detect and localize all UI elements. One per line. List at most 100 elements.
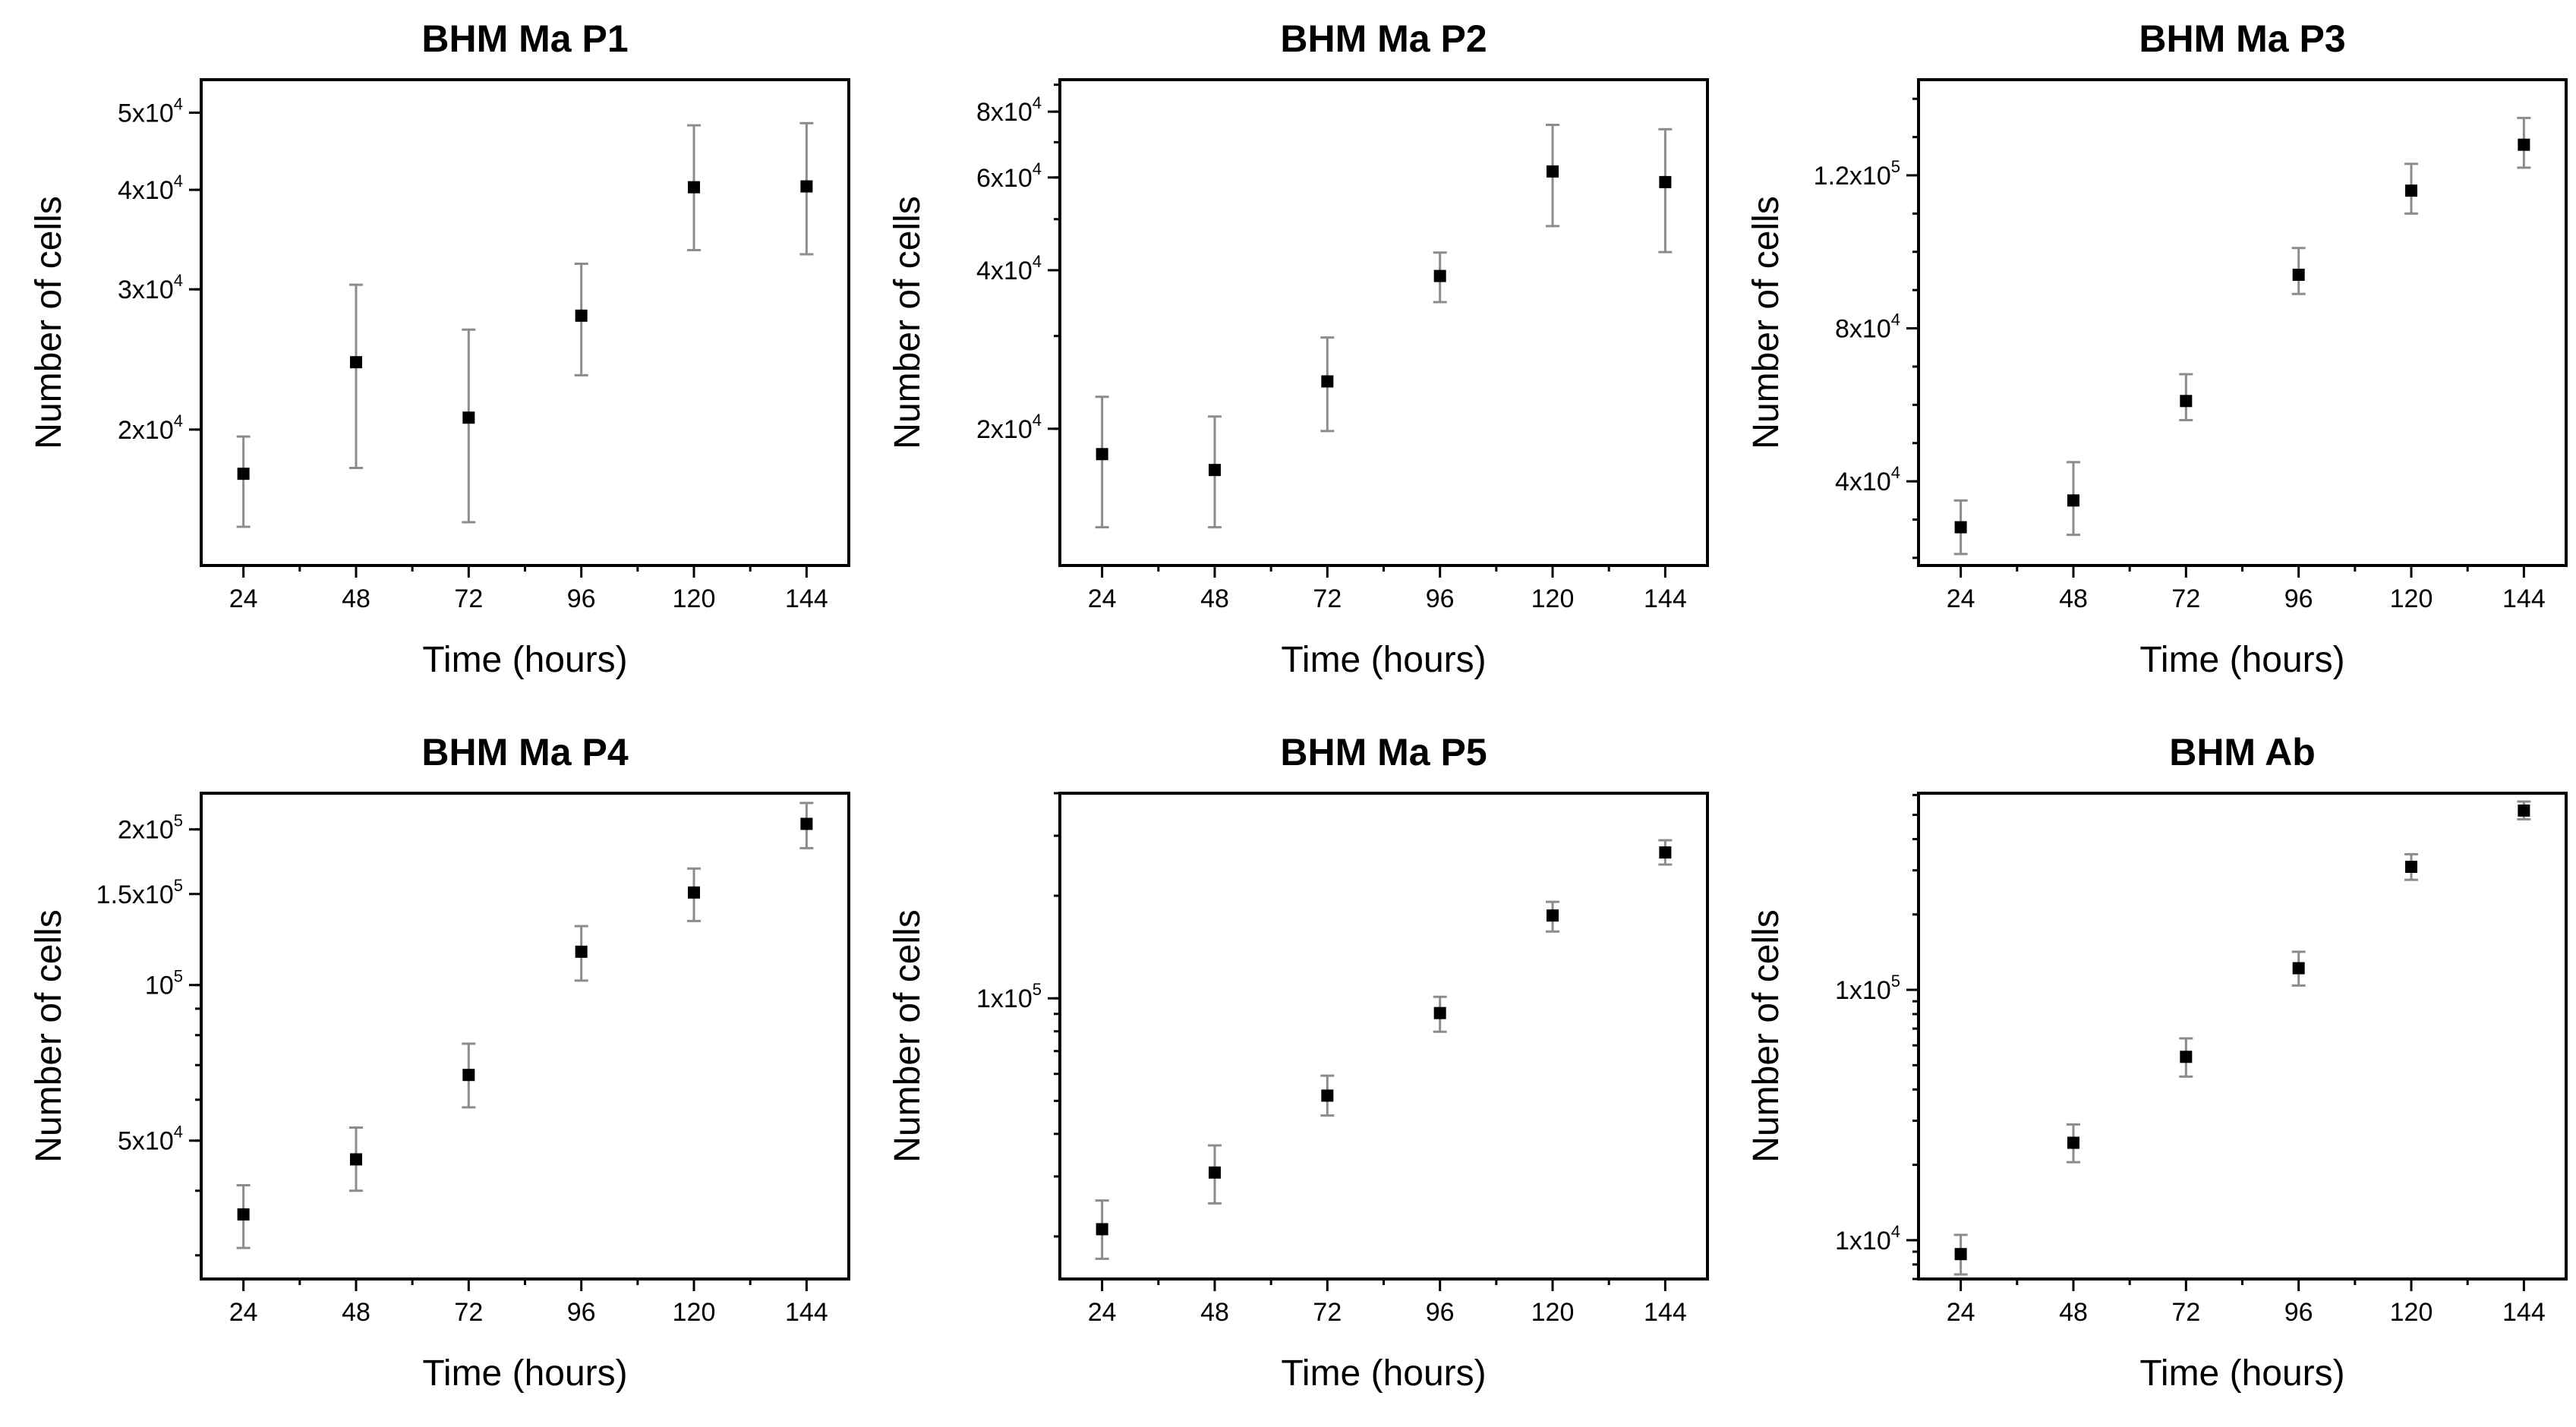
chart-panel-bhm-ab: BHM Ab 24 48 72 96 120 144 1x104 1x105 Time (hour… — [1717, 714, 2576, 1427]
x-axis-label: Time (hours) — [1281, 1353, 1486, 1394]
data-point — [688, 181, 701, 194]
y-tick-label: 3x104 — [118, 271, 183, 304]
chart-svg: BHM Ab 24 48 72 96 120 144 1x104 1x105 Time (hour… — [1746, 731, 2568, 1394]
chart-title: BHM Ma P3 — [2139, 17, 2345, 60]
x-tick-label: 96 — [1426, 584, 1455, 613]
y-tick-label: 1x104 — [1835, 1222, 1900, 1255]
y-tick-label: 6x104 — [976, 159, 1042, 193]
chart-title: BHM Ma P4 — [421, 731, 628, 773]
x-tick-label: 144 — [2502, 1298, 2546, 1327]
x-tick-label: 48 — [342, 1298, 370, 1327]
plot-frame — [200, 792, 850, 1281]
x-tick-label: 24 — [1947, 1298, 1975, 1327]
plot-frame — [1058, 792, 1709, 1281]
data-point — [1321, 375, 1334, 388]
data-point — [1954, 521, 1967, 534]
data-point — [1208, 464, 1221, 477]
x-axis-label: Time (hours) — [2139, 640, 2344, 680]
x-axis-label: Time (hours) — [1281, 640, 1486, 680]
data-point — [237, 468, 250, 480]
x-tick-label: 48 — [2059, 584, 2088, 613]
y-tick-label: 1.5x105 — [96, 876, 183, 909]
y-tick-label: 5x104 — [118, 1123, 183, 1156]
data-point — [1321, 1089, 1334, 1102]
data-point — [2405, 184, 2418, 197]
data-point — [349, 356, 362, 369]
y-axis-label: Number of cells — [1746, 909, 1786, 1162]
chart-svg: BHM Ma P2 24 48 72 96 120 144 2x104 4x104 6x104 8x… — [888, 17, 1709, 680]
x-tick-label: 48 — [342, 584, 370, 613]
x-tick-label: 24 — [1088, 584, 1117, 613]
x-tick-label: 144 — [1644, 1298, 1687, 1327]
x-tick-label: 48 — [1200, 1298, 1229, 1327]
x-axis-label: Time (hours) — [422, 1353, 627, 1394]
data-point — [1096, 1223, 1108, 1236]
x-tick-label: 144 — [785, 584, 828, 613]
chart-svg: BHM Ma P1 24 48 72 96 120 144 2x104 3x104 4x104 5x… — [29, 17, 850, 680]
data-point — [2405, 860, 2418, 873]
data-point — [2292, 269, 2305, 282]
chart-panel-bhm-ma-p4: BHM Ma P4 24 48 72 96 120 144 5x104 105 1.5x105 2x… — [0, 714, 859, 1427]
y-axis-label: Number of cells — [888, 909, 928, 1162]
y-tick-label: 1x105 — [1835, 972, 1900, 1005]
x-tick-label: 72 — [454, 584, 483, 613]
x-axis-label: Time (hours) — [2139, 1353, 2344, 1394]
x-tick-label: 144 — [2502, 584, 2546, 613]
x-tick-label: 96 — [2284, 584, 2313, 613]
x-tick-label: 120 — [1531, 584, 1575, 613]
data-point — [688, 886, 701, 899]
chart-svg: BHM Ma P5 24 48 72 96 120 144 1x105 Time (hours)… — [888, 731, 1709, 1394]
x-tick-label: 96 — [1426, 1298, 1455, 1327]
x-tick-label: 120 — [2390, 584, 2433, 613]
plot-frame — [1917, 78, 2568, 567]
data-point — [1659, 846, 1672, 859]
data-point — [2067, 1136, 2079, 1149]
chart-title: BHM Ma P1 — [421, 17, 628, 60]
chart-title: BHM Ma P5 — [1280, 731, 1487, 773]
plot-frame — [1917, 792, 2568, 1281]
x-tick-label: 24 — [229, 1298, 258, 1327]
data-point — [2067, 494, 2079, 507]
chart-svg: BHM Ma P4 24 48 72 96 120 144 5x104 105 1.5x105 2x… — [29, 731, 850, 1394]
data-point — [800, 817, 813, 830]
x-tick-label: 72 — [1313, 584, 1342, 613]
chart-panel-bhm-ma-p3: BHM Ma P3 24 48 72 96 120 144 4x104 8x104 1.2x105… — [1717, 0, 2576, 714]
y-tick-label: 4x104 — [976, 252, 1042, 285]
x-tick-label: 72 — [1313, 1298, 1342, 1327]
data-point — [1433, 1006, 1446, 1019]
data-point — [1659, 175, 1672, 188]
data-point — [2518, 138, 2530, 151]
data-point — [2180, 1051, 2193, 1063]
data-point — [1096, 448, 1108, 461]
chart-panel-bhm-ma-p5: BHM Ma P5 24 48 72 96 120 144 1x105 Time (hours)… — [859, 714, 1717, 1427]
y-tick-label: 8x104 — [976, 93, 1042, 127]
x-tick-label: 48 — [1200, 584, 1229, 613]
y-axis-label: Number of cells — [1746, 196, 1786, 449]
x-tick-label: 96 — [567, 1298, 596, 1327]
y-axis-label: Number of cells — [29, 196, 69, 449]
x-tick-label: 144 — [1644, 584, 1687, 613]
x-tick-label: 72 — [454, 1298, 483, 1327]
plot-frame — [1058, 78, 1709, 567]
x-tick-label: 24 — [1088, 1298, 1117, 1327]
x-tick-label: 96 — [2284, 1298, 2313, 1327]
chart-title: BHM Ab — [2169, 731, 2316, 773]
data-point — [1433, 269, 1446, 282]
x-tick-label: 24 — [1947, 584, 1975, 613]
chart-svg: BHM Ma P3 24 48 72 96 120 144 4x104 8x104 1.2x105… — [1746, 17, 2568, 680]
data-point — [800, 180, 813, 193]
x-tick-label: 48 — [2059, 1298, 2088, 1327]
x-tick-label: 72 — [2171, 584, 2200, 613]
data-point — [2518, 804, 2530, 817]
y-tick-label: 8x104 — [1835, 310, 1900, 344]
x-tick-label: 72 — [2171, 1298, 2200, 1327]
y-tick-label: 4x104 — [1835, 463, 1900, 496]
y-tick-label: 2x104 — [118, 411, 183, 445]
x-tick-label: 144 — [785, 1298, 828, 1327]
y-tick-label: 2x104 — [976, 411, 1042, 444]
data-point — [462, 1069, 475, 1082]
y-axis-label: Number of cells — [888, 196, 928, 449]
y-tick-label: 2x105 — [118, 811, 183, 845]
data-point — [462, 411, 475, 424]
x-tick-label: 96 — [567, 584, 596, 613]
